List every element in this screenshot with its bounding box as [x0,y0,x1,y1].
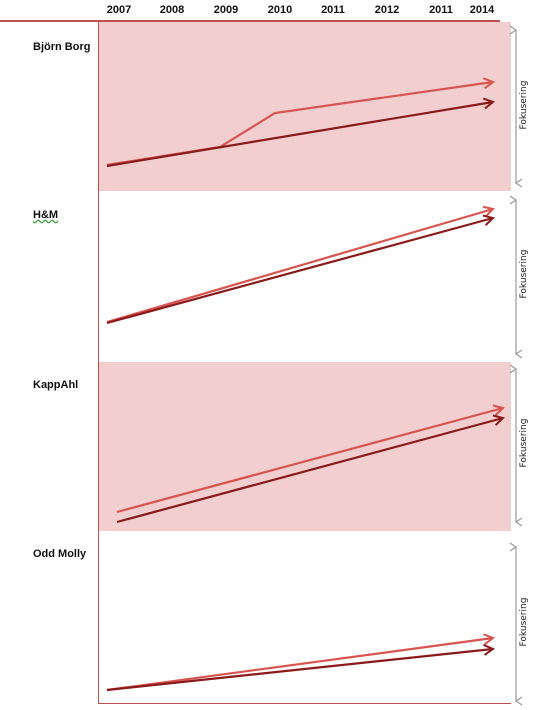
year-label: 2011 [321,4,345,16]
brand-label-odd-molly: Odd Molly [33,548,87,560]
year-label: 2012 [374,4,400,16]
band-kappahl [99,362,511,531]
trend-line-light [106,82,493,167]
brand-label-bjorn-borg: Björn Borg [33,41,91,53]
year-label: 2011 [429,4,453,16]
trend-line-dark [116,418,503,524]
left-rule [98,22,99,704]
year-label: 2007 [106,4,132,16]
year-label: 2008 [159,4,185,16]
year-label: 2014 [469,4,495,16]
trend-line-light [106,209,493,324]
brand-label-hm: H&M [33,209,59,221]
band-bjorn-borg [99,22,511,191]
trend-line-dark [106,102,493,168]
header-rule [0,20,500,22]
year-label: 2009 [213,4,239,16]
brand-label-kappahl: KappAhl [33,379,79,391]
bottom-rule [98,703,511,704]
year-label: 2010 [267,4,293,16]
trend-line-light [116,408,503,514]
trend-line-dark [106,649,493,692]
trend-line-dark [106,218,493,325]
trend-line-light [106,638,493,692]
